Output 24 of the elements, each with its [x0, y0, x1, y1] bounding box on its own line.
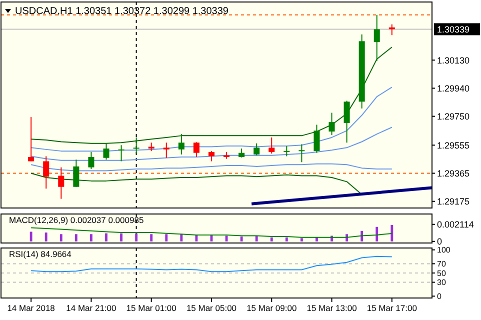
- y-tick-label: 30: [437, 278, 446, 288]
- y-tick-label: 1.29750: [437, 111, 470, 122]
- y-tick-label: 0.002114: [437, 220, 474, 230]
- x-tick-label: 14 Mar 2018: [7, 303, 56, 313]
- chart-title: RSI(14) 84.9664: [9, 249, 72, 259]
- y-tick-label: 70: [437, 260, 446, 269]
- ref-line-label: 1.30339: [437, 24, 470, 34]
- x-tick-label: 14 Mar 21:00: [66, 303, 117, 313]
- y-tick-label: 1.30130: [437, 55, 470, 66]
- chart-title: USDCAD,H1 1.30351 1.30372 1.30299 1.30339: [15, 6, 229, 17]
- y-tick-label: 0: [437, 292, 442, 301]
- y-tick-label: 1.29365: [437, 168, 470, 178]
- x-tick-label: 15 Mar 17:00: [366, 303, 418, 313]
- x-tick-label: 15 Mar 13:00: [306, 303, 358, 313]
- x-tick-label: 15 Mar 05:00: [186, 303, 237, 313]
- x-tick-label: 15 Mar 01:00: [126, 303, 177, 313]
- y-tick-label: 0: [437, 236, 442, 247]
- x-tick-label: 15 Mar 09:00: [246, 303, 297, 313]
- chart-title: MACD(12,26,9) 0.002037 0.000985: [9, 215, 144, 225]
- y-tick-label: 1.29555: [437, 140, 470, 150]
- y-tick-label: 1.29175: [437, 196, 470, 206]
- y-tick-label: 50: [437, 268, 446, 278]
- y-tick-label: 100: [437, 246, 451, 255]
- y-tick-label: 1.29940: [437, 83, 470, 94]
